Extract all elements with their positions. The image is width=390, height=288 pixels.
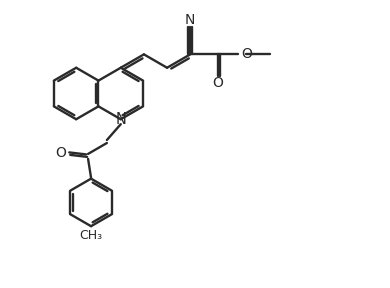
Text: N: N — [115, 112, 126, 127]
Text: O: O — [55, 146, 66, 160]
Text: CH₃: CH₃ — [80, 229, 103, 242]
Text: O: O — [213, 76, 223, 90]
Text: O: O — [242, 47, 253, 61]
Text: N: N — [185, 13, 195, 27]
